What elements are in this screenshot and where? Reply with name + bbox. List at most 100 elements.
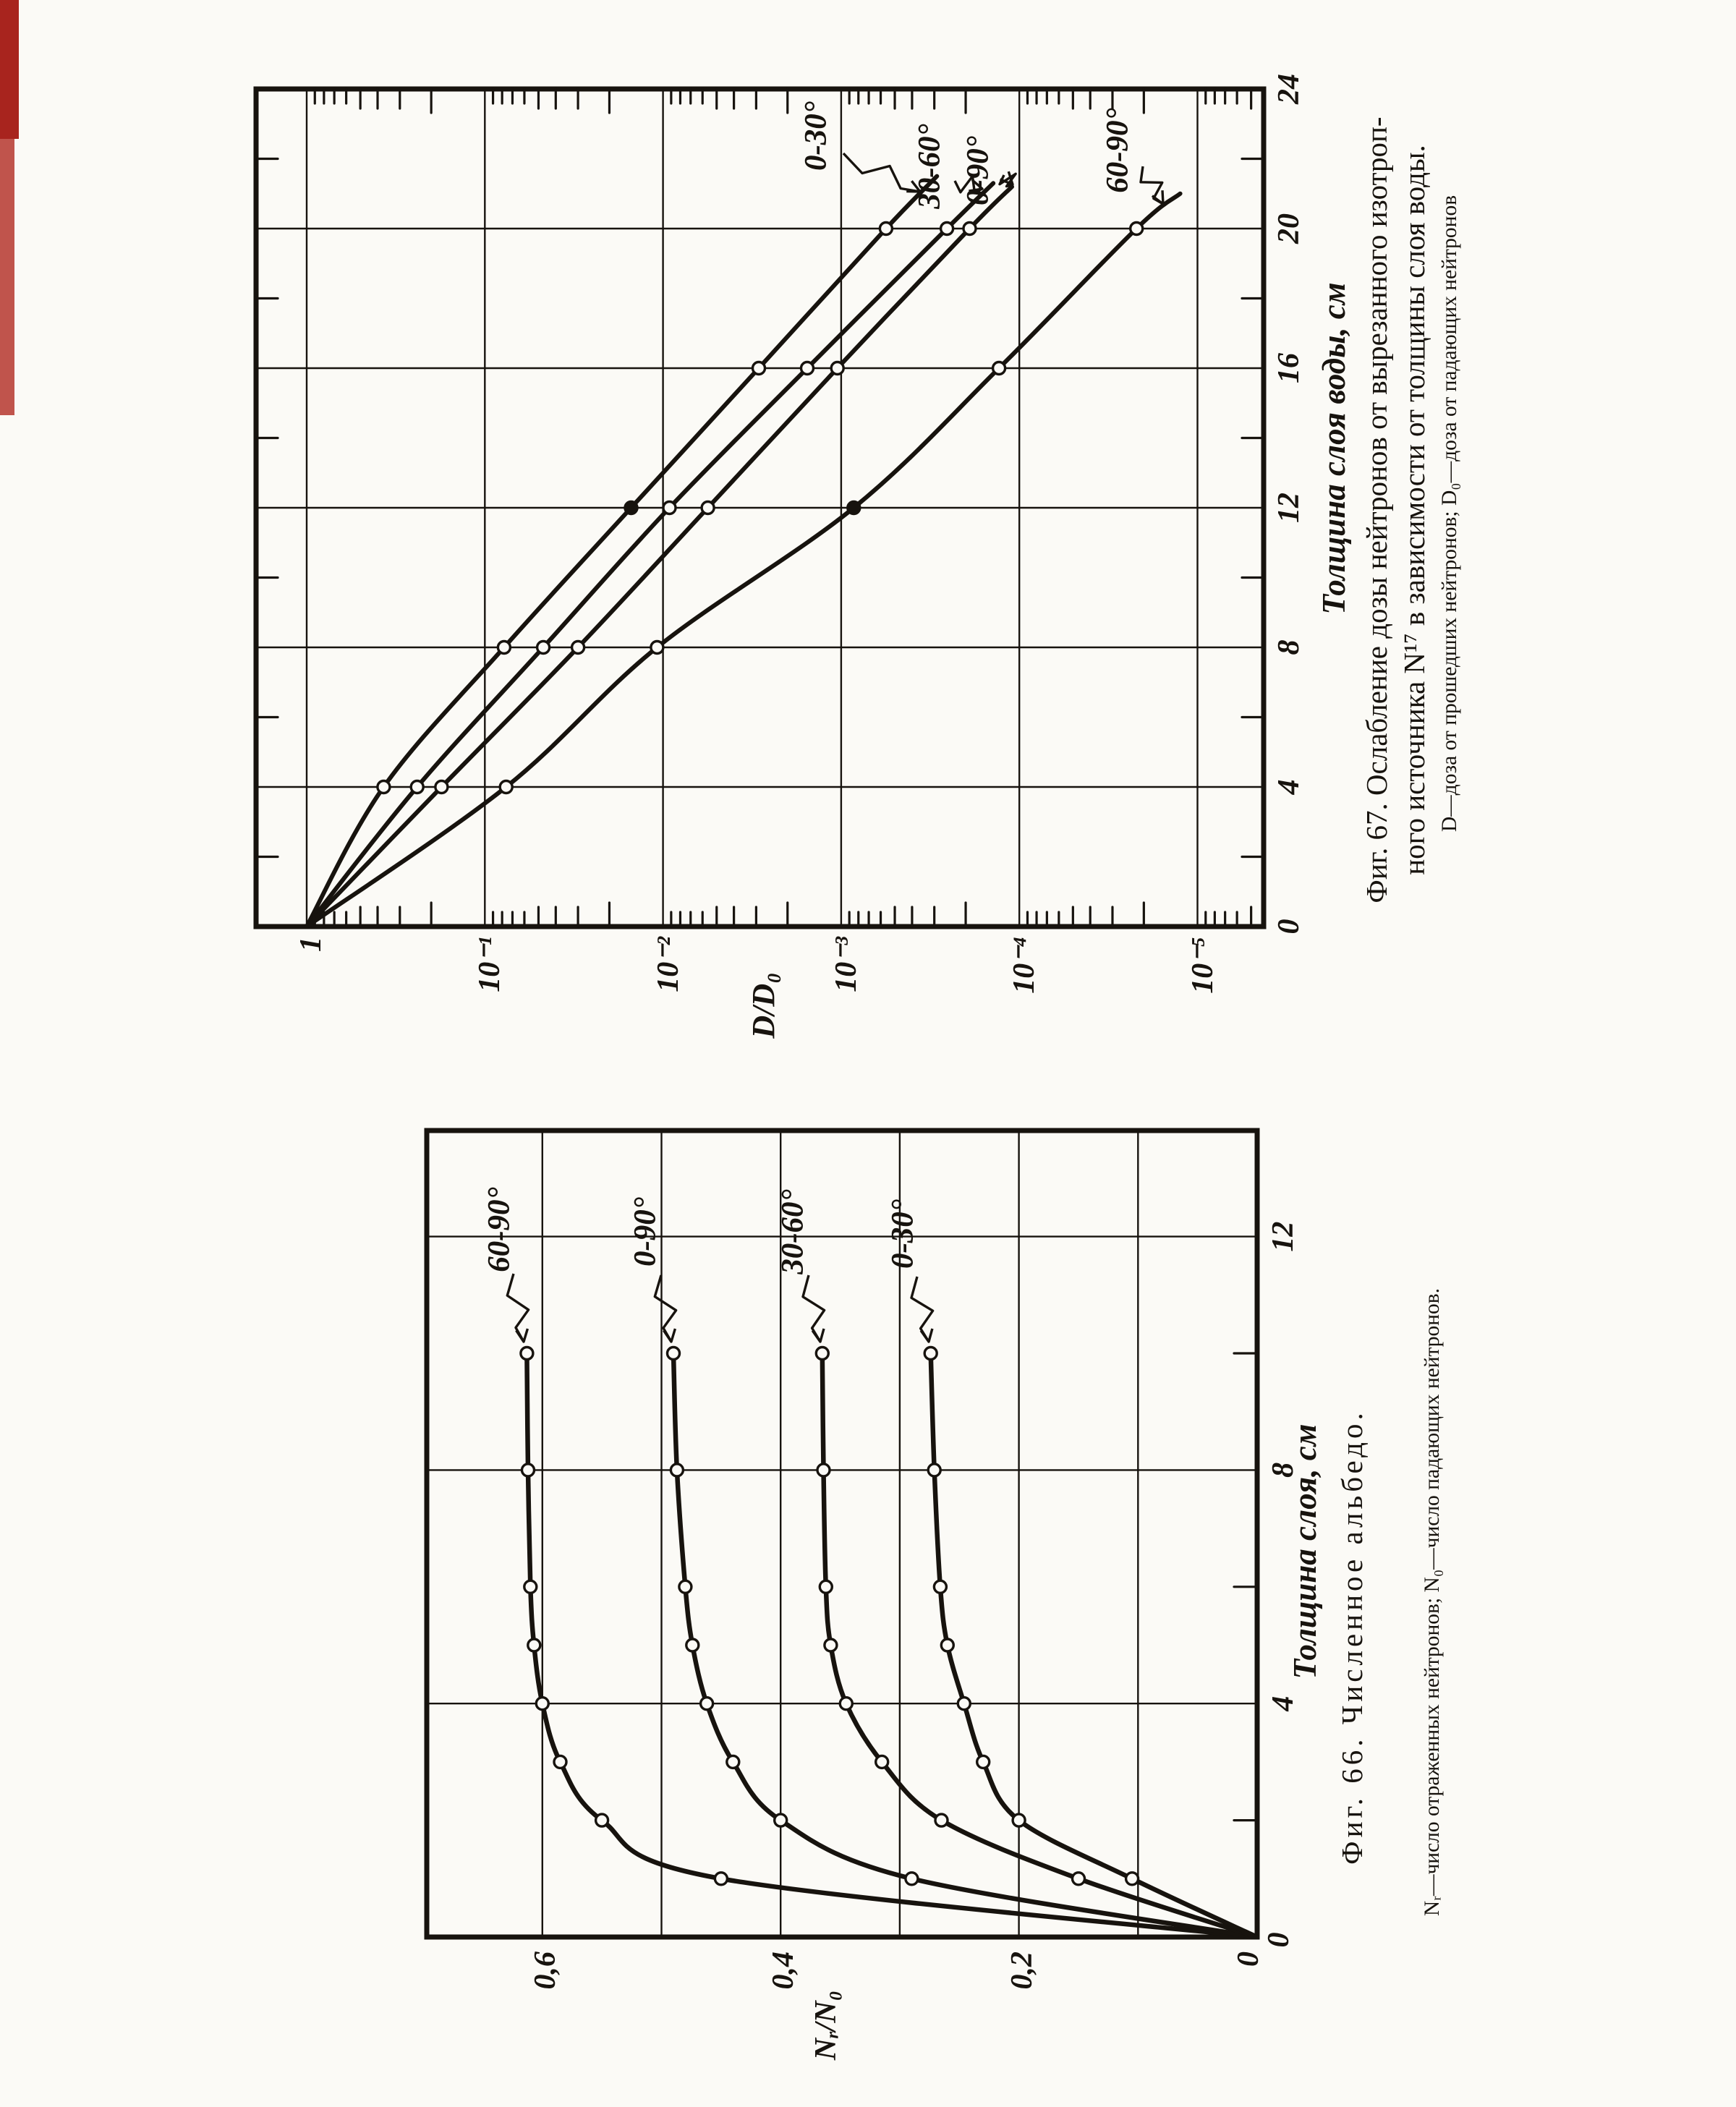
- fig66-y-axis-title: Nᵣ/N₀: [809, 1990, 843, 2061]
- data-point-marker: [830, 360, 845, 376]
- data-point-marker: [1071, 1871, 1086, 1886]
- data-point-marker: [799, 360, 815, 376]
- fig67-y-tick-0: 1: [294, 937, 328, 952]
- fig67-curve-label-0-90°: 0-90°: [961, 135, 995, 206]
- data-point-marker: [940, 1638, 956, 1653]
- fig66-x-tick-4: 4: [1267, 1695, 1300, 1711]
- fig67-y-tick-4: 10⁻⁴: [1008, 937, 1042, 994]
- data-point-marker: [939, 221, 955, 237]
- data-point-marker: [665, 1345, 681, 1361]
- curve-60-90°: [305, 191, 1183, 929]
- data-point-marker: [814, 1345, 830, 1361]
- data-point-marker: [434, 779, 449, 795]
- data-point-marker: [1128, 221, 1144, 237]
- fig67-x-tick-4: 4: [1272, 779, 1306, 795]
- data-point-marker: [726, 1754, 741, 1770]
- curve-0-30°: [305, 174, 940, 929]
- data-point-marker: [956, 1696, 972, 1711]
- curve-30-60°: [820, 1350, 1260, 1940]
- figure-66: Толщина слоя, см Nᵣ/N₀ Фиг. 66. Численно…: [0, 1058, 1736, 2107]
- data-point-marker: [932, 1579, 948, 1594]
- fig66-y-tick-0: 0,6: [528, 1951, 562, 1990]
- fig67-y-tick-1: 10⁻¹: [473, 937, 507, 992]
- data-point-marker: [713, 1871, 729, 1886]
- label-arrow: [953, 174, 984, 194]
- fig66-curve-label-0-30°: 0-30°: [885, 1199, 920, 1269]
- data-point-marker: [650, 639, 665, 655]
- fig66-curve-label-60-90°: 60-90°: [482, 1187, 516, 1272]
- label-arrow: [1139, 166, 1165, 205]
- fig67-curve-label-0-30°: 0-30°: [799, 101, 833, 171]
- data-point-marker: [700, 500, 715, 516]
- curve-0-90°: [305, 184, 1014, 929]
- data-point-marker: [975, 1754, 991, 1770]
- fig67-curve-label-30-60°: 30-60°: [912, 124, 947, 209]
- fig67-x-tick-24: 24: [1272, 74, 1306, 104]
- fig67-x-tick-12: 12: [1272, 493, 1306, 523]
- fig67-x-axis-title: Толщина слоя воды, см: [1316, 282, 1352, 615]
- curve-0-30°: [928, 1350, 1260, 1940]
- data-point-marker: [904, 1871, 919, 1886]
- data-point-marker: [553, 1754, 568, 1770]
- data-point-marker: [816, 1463, 831, 1478]
- fig67-caption-line-3: D—доза от прошедших нейтронов; D₀—доза о…: [1438, 195, 1461, 833]
- fig66-caption: Фиг. 66. Численное альбедо.: [1335, 1409, 1369, 1865]
- data-point-marker: [520, 1463, 536, 1478]
- fig67-caption-line-2: ного источника N¹⁷ в зависимости от толщ…: [1397, 145, 1431, 875]
- fig66-chart-canvas: [424, 1128, 1260, 1940]
- curve-0-90°: [671, 1350, 1260, 1940]
- data-point-marker: [535, 1696, 550, 1711]
- data-point-marker: [376, 779, 391, 795]
- data-point-marker: [878, 221, 894, 237]
- scan-edge-artifact: [0, 139, 14, 415]
- label-arrow: [653, 1274, 678, 1343]
- fig67-plot: [253, 86, 1267, 929]
- fig67-y-tick-3: 10⁻³: [829, 937, 863, 992]
- fig67-curve-label-60-90°: 60-90°: [1100, 108, 1135, 193]
- fig66-y-tick-2: 0,2: [1005, 1951, 1039, 1990]
- data-point-marker: [991, 360, 1007, 376]
- curve-60-90°: [524, 1350, 1260, 1940]
- data-point-marker: [1011, 1813, 1026, 1828]
- label-arrow: [801, 1274, 826, 1343]
- fig66-curve-label-30-60°: 30-60°: [775, 1189, 810, 1274]
- data-point-marker: [624, 500, 639, 516]
- data-point-marker: [773, 1813, 788, 1828]
- data-point-marker: [523, 1579, 538, 1594]
- data-point-marker: [874, 1754, 890, 1770]
- data-point-marker: [527, 1638, 542, 1653]
- data-point-marker: [498, 779, 514, 795]
- fig67-x-tick-8: 8: [1272, 639, 1306, 655]
- data-point-marker: [927, 1463, 942, 1478]
- fig66-y-tick-1: 0,4: [767, 1951, 801, 1990]
- fig67-x-tick-20: 20: [1272, 213, 1306, 244]
- fig67-y-tick-5: 10⁻⁵: [1186, 937, 1220, 994]
- fig66-x-tick-8: 8: [1267, 1462, 1300, 1478]
- fig67-caption-line-1: Фиг. 67. Ослабление дозы нейтронов от вы…: [1360, 116, 1393, 903]
- data-point-marker: [699, 1696, 715, 1711]
- data-point-marker: [751, 360, 767, 376]
- fig66-x-tick-0: 0: [1262, 1932, 1295, 1948]
- data-point-marker: [570, 639, 586, 655]
- plot-border: [253, 86, 1267, 929]
- data-point-marker: [818, 1579, 834, 1594]
- label-arrow: [506, 1273, 530, 1343]
- fig67-x-tick-16: 16: [1272, 353, 1306, 383]
- fig66-curve-label-0-90°: 0-90°: [628, 1196, 663, 1267]
- fig67-chart-canvas: [253, 86, 1267, 929]
- figure-67: Толщина слоя воды, см D/D₀ Фиг. 67. Осла…: [253, 74, 1461, 1039]
- data-point-marker: [519, 1345, 535, 1361]
- data-point-marker: [662, 500, 677, 516]
- data-point-marker: [594, 1813, 610, 1828]
- fig67-y-axis-title: D/D₀: [746, 972, 781, 1039]
- data-point-marker: [669, 1463, 685, 1478]
- curve-30-60°: [305, 181, 996, 929]
- data-point-marker: [678, 1579, 693, 1594]
- data-point-marker: [496, 639, 512, 655]
- data-point-marker: [1124, 1871, 1140, 1886]
- fig67-x-tick-0: 0: [1272, 919, 1306, 935]
- scan-edge-artifact: [0, 0, 19, 139]
- label-arrow: [998, 171, 1017, 188]
- data-point-marker: [535, 639, 551, 655]
